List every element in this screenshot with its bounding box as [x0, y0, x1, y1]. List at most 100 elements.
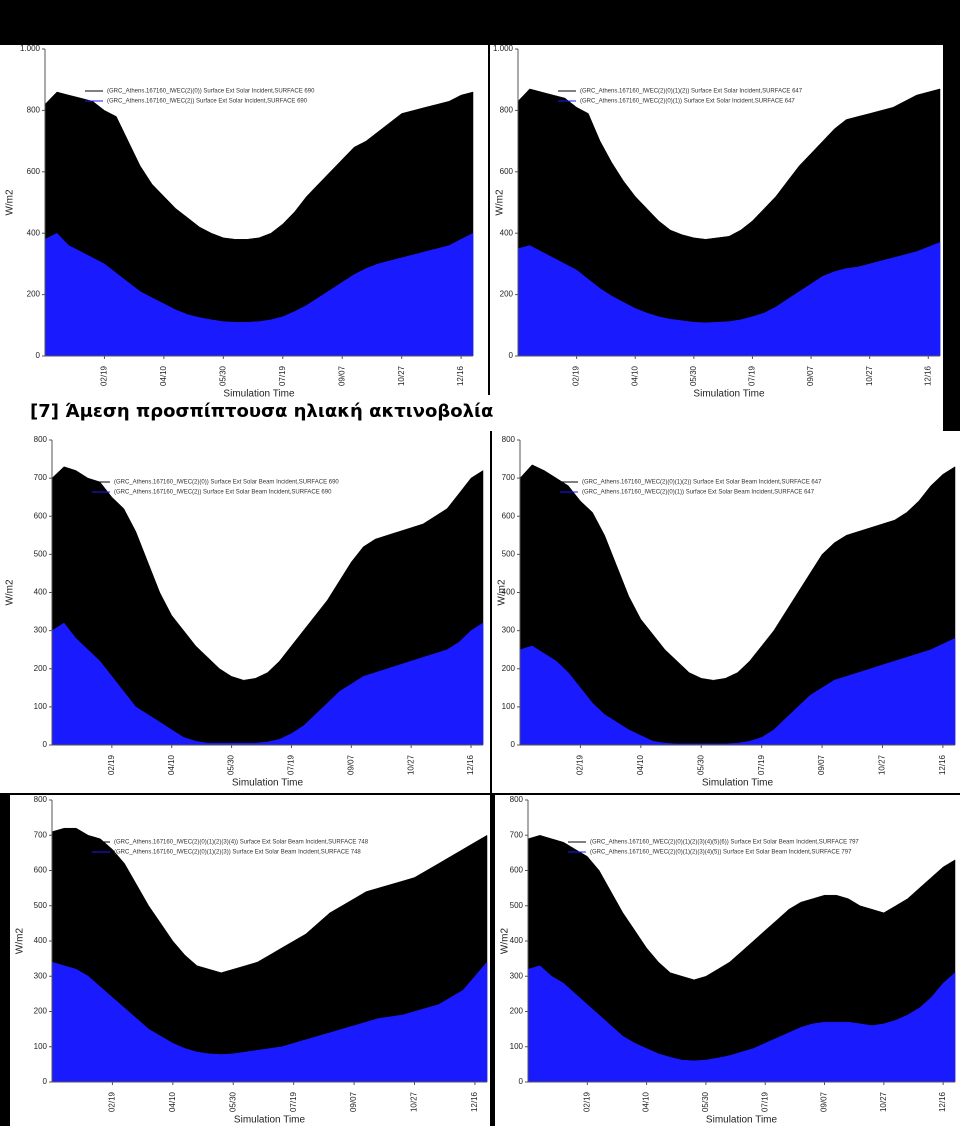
x-tick-label: 09/07 — [806, 365, 815, 386]
x-tick-label: 07/19 — [287, 754, 296, 775]
y-tick-label: 400 — [500, 228, 514, 237]
y-axis-label: W/m2 — [5, 579, 16, 606]
x-tick-label: 09/07 — [349, 1091, 358, 1112]
x-tick-label: 05/30 — [701, 1091, 710, 1112]
x-tick-label: 02/19 — [100, 365, 109, 386]
x-tick-label: 02/19 — [107, 754, 116, 775]
y-tick-label: 600 — [34, 866, 48, 875]
x-tick-label: 10/27 — [397, 365, 406, 386]
x-tick-label: 05/30 — [227, 754, 236, 775]
chart-panel: 0 100 200 300 400 500 600 700 800 02/19 04/10 05/30… — [492, 431, 960, 793]
y-axis-label: W/m2 — [15, 928, 26, 955]
x-tick-label: 09/07 — [817, 754, 826, 775]
y-tick-label: 100 — [510, 1042, 524, 1051]
y-tick-label: 100 — [34, 1042, 48, 1051]
x-tick-label: 10/27 — [879, 1091, 888, 1112]
chart-panel: 0 100 200 300 400 500 600 700 800 02/19 04/10 05/30… — [0, 431, 490, 793]
legend-label: (GRC_Athens.167160_IWEC(2)(0)(1)(2)) Sur… — [582, 480, 822, 486]
x-tick-label: 10/27 — [865, 365, 874, 386]
y-axis-label: W/m2 — [5, 189, 16, 216]
y-tick-label: 700 — [34, 473, 48, 482]
series-area — [51, 622, 484, 746]
y-tick-label: 0 — [509, 351, 514, 360]
y-tick-label: 800 — [34, 435, 48, 444]
x-tick-label: 10/27 — [410, 1091, 419, 1112]
y-axis-label: W/m2 — [495, 189, 506, 216]
x-tick-label: 04/10 — [642, 1091, 651, 1112]
y-tick-label: 200 — [34, 1007, 48, 1016]
heading-band — [0, 395, 943, 431]
y-tick-label: 700 — [510, 830, 524, 839]
legend-label: (GRC_Athens.167160_IWEC(2)(0)) Surface E… — [114, 480, 339, 486]
x-tick-label: 09/07 — [346, 754, 355, 775]
y-tick-label: 1.000 — [20, 44, 41, 53]
series-area — [527, 965, 956, 1083]
series-area — [527, 835, 956, 1083]
chart-panel: 0 200 400 600 800 1.000 02/19 04/10 05/30 07/19 09… — [0, 44, 488, 400]
x-tick-label: 04/10 — [168, 1091, 177, 1112]
x-tick-label: 07/19 — [760, 1091, 769, 1112]
series-area — [517, 242, 941, 357]
x-axis-label: Simulation Time — [232, 778, 304, 789]
y-tick-label: 600 — [502, 511, 516, 520]
x-tick-label: 09/07 — [337, 365, 346, 386]
y-tick-label: 400 — [34, 936, 48, 945]
y-tick-label: 1.000 — [493, 44, 514, 53]
y-axis-label: W/m2 — [500, 928, 511, 955]
x-tick-label: 12/16 — [466, 754, 475, 775]
y-tick-label: 0 — [36, 351, 41, 360]
legend-label: (GRC_Athens.167160_IWEC(2)(0)) Surface E… — [107, 89, 315, 95]
y-tick-label: 500 — [34, 549, 48, 558]
x-axis-label: Simulation Time — [223, 389, 295, 400]
x-tick-label: 04/10 — [159, 365, 168, 386]
y-tick-label: 600 — [500, 167, 514, 176]
series-area — [44, 232, 474, 357]
y-tick-label: 200 — [500, 290, 514, 299]
x-tick-label: 07/19 — [289, 1091, 298, 1112]
x-tick-label: 07/19 — [278, 365, 287, 386]
x-tick-label: 12/16 — [938, 1091, 947, 1112]
x-tick-label: 05/30 — [696, 754, 705, 775]
y-tick-label: 500 — [502, 549, 516, 558]
legend-label: (GRC_Athens.167160_IWEC(2)(0)(1)(2)(3)(4… — [114, 840, 369, 846]
y-tick-label: 0 — [43, 1077, 48, 1086]
y-tick-label: 400 — [27, 228, 41, 237]
y-tick-label: 600 — [510, 866, 524, 875]
y-tick-label: 0 — [43, 740, 48, 749]
legend-label: (GRC_Athens.167160_IWEC(2)(0)(1)) Surfac… — [582, 490, 815, 496]
y-tick-label: 300 — [34, 971, 48, 980]
x-tick-label: 02/19 — [582, 1091, 591, 1112]
x-axis-label: Simulation Time — [702, 778, 774, 789]
y-tick-label: 100 — [502, 702, 516, 711]
heading: [7] Άμεση προσπίπτουσα ηλιακή ακτινοβολί… — [30, 401, 493, 422]
x-axis-label: Simulation Time — [706, 1115, 778, 1126]
y-tick-label: 0 — [519, 1077, 524, 1086]
legend-label: (GRC_Athens.167160_IWEC(2)(0)(1)(2)(3)) … — [114, 850, 361, 856]
y-tick-label: 800 — [27, 106, 41, 115]
y-tick-label: 300 — [502, 626, 516, 635]
x-tick-label: 05/30 — [228, 1091, 237, 1112]
legend-label: (GRC_Athens.167160_IWEC(2)(0)(1)(2)(3)(4… — [590, 850, 852, 856]
chart-panel: 0 100 200 300 400 500 600 700 800 02/19 04/10 05/30… — [10, 795, 490, 1126]
x-tick-label: 12/16 — [456, 365, 465, 386]
series-area — [519, 637, 956, 746]
y-tick-label: 400 — [510, 936, 524, 945]
chart-panel: 0 100 200 300 400 500 600 700 800 02/19 04/10 05/30… — [495, 795, 960, 1126]
legend-label: (GRC_Athens.167160_IWEC(2)(0)(1)) Surfac… — [580, 99, 795, 105]
y-tick-label: 300 — [34, 626, 48, 635]
x-tick-label: 12/16 — [470, 1091, 479, 1112]
y-axis-label: W/m2 — [497, 579, 508, 606]
x-tick-label: 10/27 — [878, 754, 887, 775]
y-tick-label: 600 — [27, 167, 41, 176]
y-tick-label: 700 — [502, 473, 516, 482]
y-tick-label: 200 — [27, 290, 41, 299]
x-tick-label: 02/19 — [576, 754, 585, 775]
y-tick-label: 800 — [34, 795, 48, 804]
x-tick-label: 10/27 — [406, 754, 415, 775]
x-tick-label: 04/10 — [630, 365, 639, 386]
x-tick-label: 12/16 — [938, 754, 947, 775]
y-tick-label: 100 — [34, 702, 48, 711]
chart-panel: 0 200 400 600 800 1.000 02/19 04/10 05/30 07/19 09… — [490, 44, 943, 400]
y-tick-label: 500 — [34, 901, 48, 910]
series-area — [519, 464, 956, 746]
